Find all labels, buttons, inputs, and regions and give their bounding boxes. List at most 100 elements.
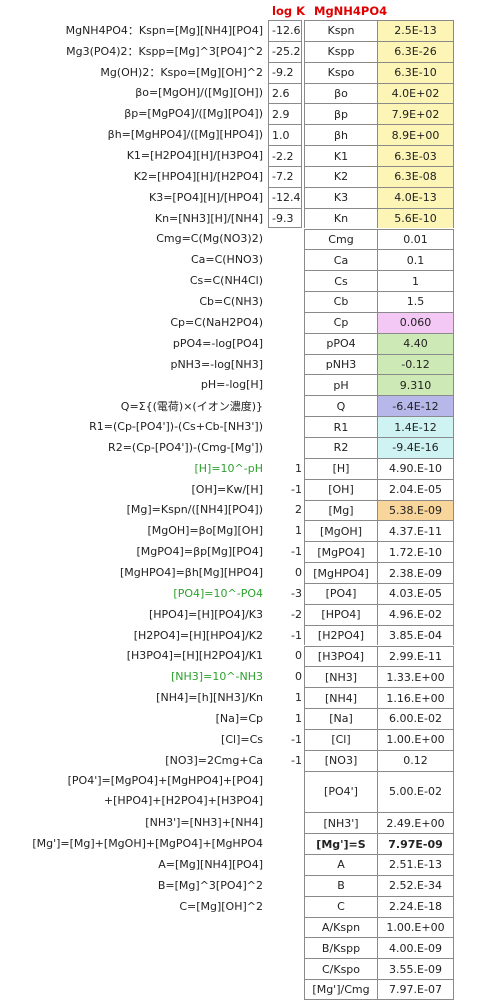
variable-name-cell[interactable]: [Cl] — [304, 728, 378, 750]
value-cell[interactable]: 9.310 — [378, 374, 454, 396]
value-cell[interactable]: 0.01 — [378, 228, 454, 250]
formula-cell[interactable]: [MgHPO4]=βh[Mg][HPO4] — [119, 566, 263, 580]
value-cell[interactable]: 1.33.E+00 — [378, 666, 454, 688]
variable-name-cell[interactable]: Cs — [304, 270, 378, 292]
variable-name-cell[interactable]: B — [304, 874, 378, 896]
formula-cell[interactable]: pNH3=-log[NH3] — [170, 357, 263, 371]
logk-cell[interactable]: -2.2 — [268, 145, 302, 166]
value-cell[interactable]: 5.00.E-02 — [378, 770, 454, 813]
formula-cell[interactable]: K1=[H2PO4][H]/[H3PO4] — [126, 149, 263, 163]
value-cell[interactable]: 0.1 — [378, 249, 454, 271]
formula-cell[interactable]: Cmg=C(Mg(NO3)2) — [156, 232, 263, 246]
variable-name-cell[interactable]: [H2PO4] — [304, 624, 378, 646]
value-cell[interactable]: 2.49.E+00 — [378, 812, 454, 834]
formula-cell[interactable]: [PO4']=[MgPO4]+[MgHPO4]+[PO4] +[HPO4]+[H2… — [0, 771, 266, 813]
variable-name-cell[interactable]: βo — [304, 82, 378, 104]
value-cell[interactable]: 1.72.E-10 — [378, 541, 454, 563]
charge-cell[interactable]: -3 — [291, 586, 302, 600]
variable-name-cell[interactable]: [MgPO4] — [304, 541, 378, 563]
value-cell[interactable]: -0.12 — [378, 353, 454, 375]
value-cell[interactable]: 1 — [378, 270, 454, 292]
variable-name-cell[interactable]: [NH3] — [304, 666, 378, 688]
logk-cell[interactable]: -12.6 — [268, 20, 302, 41]
variable-name-cell[interactable]: [H3PO4] — [304, 645, 378, 667]
logk-cell[interactable]: 2.6 — [268, 82, 302, 104]
formula-cell[interactable]: [HPO4]=[H][PO4]/K3 — [148, 607, 263, 621]
variable-name-cell[interactable]: C/Kspo — [304, 958, 378, 980]
value-cell[interactable]: 6.00.E-02 — [378, 708, 454, 729]
charge-cell[interactable]: -1 — [291, 545, 302, 559]
formula-cell[interactable]: K2=[HPO4][H]/[H2PO4] — [133, 169, 263, 183]
formula-cell[interactable]: pH=-log[H] — [200, 378, 263, 392]
logk-cell[interactable]: -7.2 — [268, 165, 302, 187]
value-cell[interactable]: 1.4E-12 — [378, 416, 454, 437]
value-cell[interactable]: 7.97E-09 — [378, 833, 454, 854]
formula-cell[interactable]: [Na]=Cp — [215, 711, 263, 725]
formula-cell[interactable]: MgNH4PO4：Kspn=[Mg][NH4][PO4] — [65, 24, 263, 38]
variable-name-cell[interactable]: [MgHPO4] — [304, 562, 378, 583]
variable-name-cell[interactable]: Kspn — [304, 20, 378, 41]
variable-name-cell[interactable]: pNH3 — [304, 353, 378, 375]
formula-cell[interactable]: B=[Mg]^3[PO4]^2 — [157, 878, 263, 892]
value-cell[interactable]: 4.0E+02 — [378, 82, 454, 104]
variable-name-cell[interactable]: βh — [304, 124, 378, 146]
formula-cell[interactable]: [Mg']=[Mg]+[MgOH]+[MgPO4]+[MgHPO4 — [32, 837, 263, 851]
value-cell[interactable]: 5.38.E-09 — [378, 499, 454, 521]
variable-name-cell[interactable]: Kspp — [304, 40, 378, 62]
charge-cell[interactable]: 0 — [295, 566, 302, 580]
value-cell[interactable]: 4.40 — [378, 332, 454, 354]
variable-name-cell[interactable]: Cb — [304, 291, 378, 312]
formula-cell[interactable]: βp=[MgPO4]/([Mg][PO4]) — [124, 107, 263, 121]
formula-cell[interactable]: [Cl]=Cs — [221, 732, 263, 746]
charge-cell[interactable]: 1 — [295, 524, 302, 538]
variable-name-cell[interactable]: pPO4 — [304, 332, 378, 354]
formula-cell[interactable]: R1=(Cp-[PO4'])-(Cs+Cb-[NH3']) — [89, 420, 263, 434]
value-cell[interactable]: 2.24.E-18 — [378, 895, 454, 917]
formula-cell[interactable]: R2=(Cp-[PO4'])-(Cmg-[Mg']) — [108, 440, 263, 454]
value-cell[interactable]: 2.38.E-09 — [378, 562, 454, 583]
formula-cell[interactable]: βh=[MgHPO4]/([Mg][HPO4]) — [107, 128, 263, 142]
formula-cell[interactable]: Cp=C(NaH2PO4) — [170, 315, 263, 329]
value-cell[interactable]: -6.4E-12 — [378, 395, 454, 417]
variable-name-cell[interactable]: [H] — [304, 457, 378, 479]
charge-cell[interactable]: 1 — [295, 691, 302, 705]
variable-name-cell[interactable]: [NH4] — [304, 687, 378, 709]
value-cell[interactable]: 4.90.E-10 — [378, 457, 454, 479]
logk-cell[interactable]: -9.2 — [268, 61, 302, 83]
value-cell[interactable]: 4.03.E-05 — [378, 582, 454, 604]
formula-cell[interactable]: [OH]=Kw/[H] — [191, 482, 264, 496]
logk-cell[interactable]: -12.4 — [268, 186, 302, 208]
value-cell[interactable]: 1.5 — [378, 291, 454, 312]
variable-name-cell[interactable]: Kn — [304, 207, 378, 229]
formula-cell[interactable]: [H3PO4]=[H][H2PO4]/K1 — [126, 649, 263, 663]
formula-cell[interactable]: Cb=C(NH3) — [199, 294, 263, 308]
value-cell[interactable]: 1.00.E+00 — [378, 916, 454, 938]
variable-name-cell[interactable]: [MgOH] — [304, 520, 378, 542]
formula-cell[interactable]: [PO4]=10^-PO4 — [173, 586, 263, 600]
variable-name-cell[interactable]: [Mg']/Cmg — [304, 979, 378, 1000]
formula-cell[interactable]: Cs=C(NH4Cl) — [189, 274, 263, 288]
variable-name-cell[interactable]: Q — [304, 395, 378, 417]
charge-cell[interactable]: -1 — [291, 753, 302, 767]
value-cell[interactable]: 3.55.E-09 — [378, 958, 454, 980]
charge-cell[interactable]: 0 — [295, 649, 302, 663]
value-cell[interactable]: 4.0E-13 — [378, 186, 454, 208]
charge-cell[interactable]: 2 — [295, 503, 302, 517]
value-cell[interactable]: 2.04.E-05 — [378, 478, 454, 500]
charge-cell[interactable]: -1 — [291, 628, 302, 642]
logk-cell[interactable]: -25.2 — [268, 40, 302, 62]
value-cell[interactable]: 2.52.E-34 — [378, 874, 454, 896]
value-cell[interactable]: 2.5E-13 — [378, 20, 454, 41]
formula-cell[interactable]: K3=[PO4][H]/[HPO4] — [148, 190, 263, 204]
value-cell[interactable]: 1.00.E+00 — [378, 728, 454, 750]
formula-cell[interactable]: [Mg]=Kspn/([NH4][PO4]) — [126, 503, 263, 517]
charge-cell[interactable]: 1 — [295, 711, 302, 725]
formula-cell[interactable]: [NH3']=[NH3]+[NH4] — [145, 816, 263, 830]
value-cell[interactable]: 1.16.E+00 — [378, 687, 454, 709]
logk-cell[interactable]: 2.9 — [268, 103, 302, 125]
variable-name-cell[interactable]: R1 — [304, 416, 378, 437]
variable-name-cell[interactable]: [OH] — [304, 478, 378, 500]
formula-cell[interactable]: [MgOH]=βo[Mg][OH] — [147, 524, 263, 538]
logk-cell[interactable]: -9.3 — [268, 207, 302, 229]
formula-cell[interactable]: Q=Σ{(電荷)×(イオン濃度)} — [120, 399, 263, 413]
